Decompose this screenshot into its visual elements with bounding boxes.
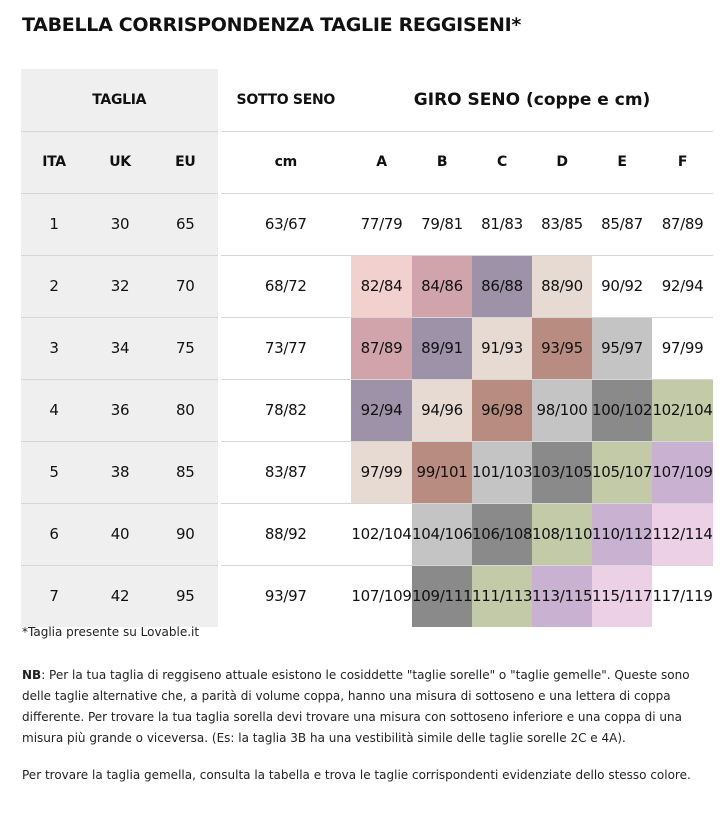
cell-ita: 6	[21, 502, 87, 565]
cell-cup-e: 115/117	[592, 564, 653, 627]
col-header-cup-b: B	[412, 130, 473, 193]
cell-cup-a: 82/84	[351, 254, 413, 317]
table-row: 7 42 95 93/97 107/109 109/111 111/113 113/115 11…	[21, 564, 714, 627]
cell-eu: 95	[153, 564, 221, 627]
cell-cup-c: 91/93	[472, 316, 533, 379]
cell-uk: 32	[87, 254, 153, 317]
cell-cup-a: 97/99	[351, 440, 413, 503]
cell-underbust-cm: 78/82	[219, 378, 352, 441]
cell-underbust-cm: 68/72	[219, 254, 352, 317]
cell-cup-c: 86/88	[472, 254, 533, 317]
cell-cup-b: 84/86	[412, 254, 473, 317]
cell-cup-e: 110/112	[592, 502, 653, 565]
cell-ita: 4	[21, 378, 87, 441]
cell-cup-e: 95/97	[592, 316, 653, 379]
page-title: TABELLA CORRISPONDENZA TAGLIE REGGISENI*	[22, 14, 522, 36]
cell-cup-d: 83/85	[532, 192, 593, 255]
cell-eu: 75	[153, 316, 221, 379]
col-header-eu: EU	[153, 130, 221, 193]
col-header-cm: cm	[219, 130, 352, 193]
col-header-cup-c: C	[472, 130, 533, 193]
cell-ita: 5	[21, 440, 87, 503]
cell-cup-b: 89/91	[412, 316, 473, 379]
cell-cup-f: 117/119	[652, 564, 714, 627]
cell-cup-f: 107/109	[652, 440, 714, 503]
cell-cup-e: 100/102	[592, 378, 653, 441]
header-row-1: TAGLIA SOTTO SENO GIRO SENO (coppe e cm)	[21, 69, 713, 131]
cell-underbust-cm: 88/92	[219, 502, 352, 565]
cell-uk: 38	[87, 440, 153, 503]
cell-cup-f: 87/89	[652, 192, 714, 255]
cell-cup-a: 102/104	[351, 502, 413, 565]
cell-cup-c: 111/113	[472, 564, 533, 627]
cell-uk: 40	[87, 502, 153, 565]
cell-underbust-cm: 93/97	[219, 564, 352, 627]
col-header-cup-f: F	[652, 130, 714, 193]
note-paragraph: NB: Per la tua taglia di reggiseno attua…	[22, 665, 712, 749]
cell-eu: 65	[153, 192, 221, 255]
cell-cup-d: 93/95	[532, 316, 593, 379]
cell-cup-b: 99/101	[412, 440, 473, 503]
cell-cup-a: 92/94	[351, 378, 413, 441]
cell-uk: 36	[87, 378, 153, 441]
size-table: TAGLIA SOTTO SENO GIRO SENO (coppe e cm)…	[21, 69, 714, 627]
cell-cup-e: 90/92	[592, 254, 653, 317]
cell-cup-a: 77/79	[351, 192, 413, 255]
cell-underbust-cm: 83/87	[219, 440, 352, 503]
header-sotto-seno: SOTTO SENO	[236, 91, 336, 108]
table-row: 1 30 65 63/67 77/79 79/81 81/83 83/85 85/87 87/89	[21, 192, 714, 255]
header-row-2: ITA UK EU cm A B C D E F	[21, 130, 714, 193]
cell-eu: 70	[153, 254, 221, 317]
cell-cup-f: 92/94	[652, 254, 714, 317]
cell-cup-e: 85/87	[592, 192, 653, 255]
cell-ita: 2	[21, 254, 87, 317]
cell-cup-c: 101/103	[472, 440, 533, 503]
cell-uk: 34	[87, 316, 153, 379]
cell-ita: 7	[21, 564, 87, 627]
cell-underbust-cm: 73/77	[219, 316, 352, 379]
cell-eu: 90	[153, 502, 221, 565]
cell-cup-f: 97/99	[652, 316, 714, 379]
table-row: 5 38 85 83/87 97/99 99/101 101/103 103/105 105/1…	[21, 440, 714, 503]
note-twin-size: Per trovare la taglia gemella, consulta …	[22, 768, 691, 782]
cell-cup-d: 98/100	[532, 378, 593, 441]
note-text: : Per la tua taglia di reggiseno attuale…	[22, 668, 690, 745]
col-header-ita: ITA	[21, 130, 87, 193]
table-row: 4 36 80 78/82 92/94 94/96 96/98 98/100 100/102 10…	[21, 378, 714, 441]
note-label: NB	[22, 668, 42, 682]
cell-cup-b: 109/111	[412, 564, 473, 627]
cell-cup-c: 96/98	[472, 378, 533, 441]
table-row: 2 32 70 68/72 82/84 84/86 86/88 88/90 90/92 92/94	[21, 254, 714, 317]
cell-cup-b: 104/106	[412, 502, 473, 565]
cell-cup-a: 87/89	[351, 316, 413, 379]
col-header-cup-e: E	[592, 130, 653, 193]
col-header-cup-a: A	[351, 130, 413, 193]
cell-cup-b: 94/96	[412, 378, 473, 441]
cell-uk: 30	[87, 192, 153, 255]
cell-cup-f: 112/114	[652, 502, 714, 565]
cell-cup-c: 106/108	[472, 502, 533, 565]
cell-cup-d: 113/115	[532, 564, 593, 627]
cell-eu: 80	[153, 378, 221, 441]
cell-ita: 3	[21, 316, 87, 379]
cell-cup-d: 108/110	[532, 502, 593, 565]
cell-cup-c: 81/83	[472, 192, 533, 255]
header-taglia: TAGLIA	[21, 69, 221, 131]
table-row: 6 40 90 88/92 102/104 104/106 106/108 108/110 11…	[21, 502, 714, 565]
cell-cup-f: 102/104	[652, 378, 714, 441]
cell-underbust-cm: 63/67	[219, 192, 352, 255]
cell-cup-b: 79/81	[412, 192, 473, 255]
footnote: *Taglia presente su Lovable.it	[22, 625, 200, 639]
cell-ita: 1	[21, 192, 87, 255]
cell-uk: 42	[87, 564, 153, 627]
col-header-uk: UK	[87, 130, 153, 193]
cell-cup-d: 103/105	[532, 440, 593, 503]
header-giro-seno: GIRO SENO (coppe e cm)	[413, 89, 651, 110]
col-header-cup-d: D	[532, 130, 593, 193]
table-row: 3 34 75 73/77 87/89 89/91 91/93 93/95 95/97 97/99	[21, 316, 714, 379]
cell-cup-e: 105/107	[592, 440, 653, 503]
cell-cup-d: 88/90	[532, 254, 593, 317]
cell-cup-a: 107/109	[351, 564, 413, 627]
cell-eu: 85	[153, 440, 221, 503]
